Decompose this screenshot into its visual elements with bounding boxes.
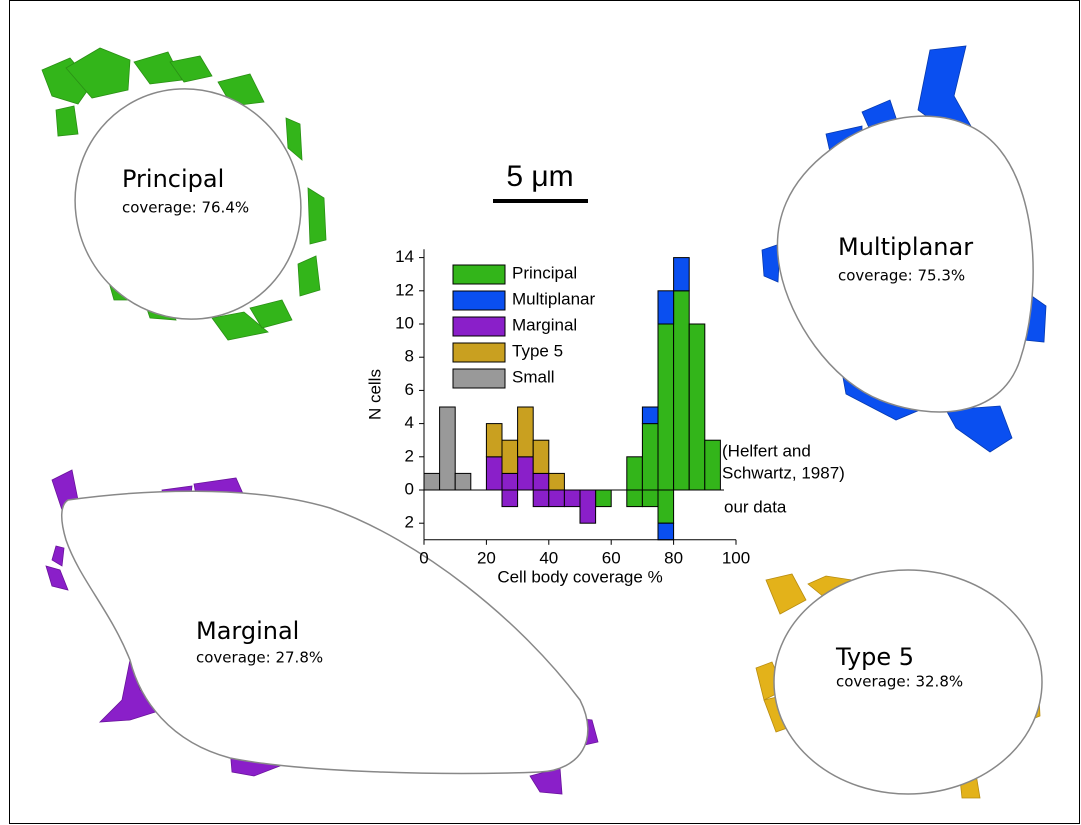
bar bbox=[502, 490, 518, 507]
legend-swatch bbox=[453, 317, 505, 336]
bar bbox=[533, 473, 549, 490]
x-tick-label: 0 bbox=[419, 548, 428, 567]
bar bbox=[580, 490, 596, 523]
bar bbox=[440, 407, 456, 490]
cell-coverage: coverage: 27.8% bbox=[196, 649, 323, 667]
type5-cell: Type 5 coverage: 32.8% bbox=[756, 570, 1042, 798]
legend-label: Principal bbox=[512, 263, 577, 282]
bar bbox=[502, 473, 518, 490]
bar bbox=[486, 457, 502, 490]
scale-bar-label: 5 μm bbox=[506, 160, 573, 193]
y-tick-label: 12 bbox=[395, 280, 414, 299]
bar bbox=[486, 424, 502, 457]
bar bbox=[674, 291, 690, 490]
y-tick-label: 10 bbox=[395, 313, 414, 332]
x-tick-label: 100 bbox=[722, 548, 750, 567]
x-tick-label: 60 bbox=[602, 548, 621, 567]
cell-name: Type 5 bbox=[835, 643, 914, 671]
legend-swatch bbox=[453, 265, 505, 284]
cell-coverage: coverage: 32.8% bbox=[836, 673, 963, 691]
x-axis-label: Cell body coverage % bbox=[497, 567, 662, 586]
figure: Principal coverage: 76.4% Multiplanar co… bbox=[0, 0, 1081, 825]
annotation: Schwartz, 1987) bbox=[722, 463, 845, 482]
bar bbox=[642, 490, 658, 507]
legend-label: Multiplanar bbox=[512, 289, 595, 308]
bar bbox=[533, 440, 549, 473]
legend-swatch bbox=[453, 291, 505, 310]
y-tick-label: 2 bbox=[405, 446, 414, 465]
bar bbox=[627, 490, 643, 507]
bar bbox=[549, 490, 565, 507]
bar bbox=[705, 440, 721, 490]
cell-name: Principal bbox=[122, 165, 224, 193]
bar bbox=[627, 457, 643, 490]
bar bbox=[518, 457, 534, 490]
bar bbox=[564, 490, 580, 507]
bar bbox=[689, 324, 705, 490]
x-tick-label: 40 bbox=[539, 548, 558, 567]
y-axis-label: N cells bbox=[365, 369, 384, 420]
annotation: (Helfert and bbox=[722, 441, 811, 460]
cell-coverage: coverage: 76.4% bbox=[122, 199, 249, 217]
bar bbox=[533, 490, 549, 507]
cell-coverage: coverage: 75.3% bbox=[838, 267, 965, 285]
principal-cell: Principal coverage: 76.4% bbox=[35, 48, 342, 359]
y-tick-label: 8 bbox=[405, 347, 414, 366]
bar bbox=[658, 490, 674, 523]
y-tick-label: 0 bbox=[405, 479, 414, 498]
bar bbox=[674, 258, 690, 291]
bar bbox=[642, 407, 658, 424]
y-tick-label: 14 bbox=[395, 247, 414, 266]
legend-label: Marginal bbox=[512, 315, 577, 334]
multiplanar-cell: Multiplanar coverage: 75.3% bbox=[762, 46, 1046, 452]
bar bbox=[424, 473, 440, 490]
bar bbox=[518, 407, 534, 457]
bar bbox=[596, 490, 612, 507]
y-tick-label: 6 bbox=[405, 380, 414, 399]
legend-label: Type 5 bbox=[512, 341, 563, 360]
y-tick-label: 4 bbox=[405, 413, 414, 432]
bar bbox=[502, 440, 518, 473]
legend-swatch bbox=[453, 369, 505, 388]
y-tick-label: 2 bbox=[405, 513, 414, 532]
x-tick-label: 20 bbox=[477, 548, 496, 567]
marginal-cell: Marginal coverage: 27.8% bbox=[46, 470, 598, 794]
x-tick-label: 80 bbox=[664, 548, 683, 567]
bar bbox=[455, 473, 471, 490]
bar bbox=[658, 523, 674, 540]
bar bbox=[549, 473, 565, 490]
bar bbox=[658, 324, 674, 490]
cell-name: Multiplanar bbox=[838, 233, 973, 261]
legend-label: Small bbox=[512, 367, 555, 386]
legend-swatch bbox=[453, 343, 505, 362]
bar bbox=[658, 291, 674, 324]
bar bbox=[642, 424, 658, 490]
cell-name: Marginal bbox=[196, 617, 299, 645]
annotation: our data bbox=[724, 497, 787, 516]
